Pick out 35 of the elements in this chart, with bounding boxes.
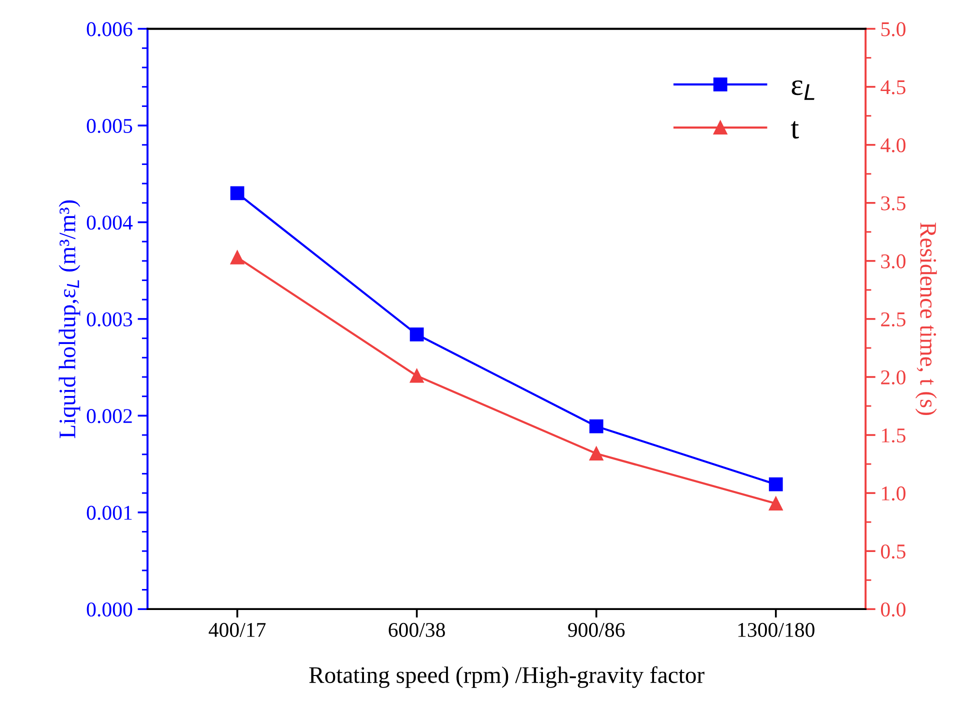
y-tick-label: 0.005: [86, 118, 132, 134]
x-tick-label: 400/17: [208, 622, 266, 637]
y2-axis-title: Residence time, t (s): [915, 222, 937, 415]
y-tick-label: 0.002: [86, 409, 132, 424]
y2-tick-label: 4.5: [880, 80, 906, 94]
y2-tick-label: 1.0: [882, 486, 906, 501]
x-tick-label: 900/86: [568, 622, 625, 637]
x-tick-label: 600/38: [388, 622, 445, 637]
y-tick-label: 0.004: [86, 216, 133, 230]
point: [230, 186, 244, 200]
y-tick-label: 0.000: [86, 602, 132, 617]
point: [768, 477, 783, 492]
y-axis-title: Liquid holdup,ε$_{L}$ (m³/m³): [58, 200, 80, 438]
y2-tick-label: 2.5: [881, 312, 906, 326]
y2-tick-label: 4.0: [880, 138, 906, 152]
y2-tick-label: 0.5: [881, 544, 906, 559]
y-tick-label: 0.006: [86, 22, 132, 36]
point: [768, 496, 783, 510]
x-tick-label: 1300/180: [738, 622, 814, 637]
point: [230, 250, 244, 264]
point: [589, 419, 604, 434]
y2-tick-label: 0.0: [881, 602, 906, 617]
y2-tick-label: 1.5: [882, 428, 906, 443]
y-tick-label: 0.001: [86, 506, 132, 520]
legend-label: ε$_{L}$: [792, 80, 814, 100]
point: [410, 327, 424, 342]
point: [589, 446, 604, 461]
y2-tick-label: 3.0: [881, 254, 906, 268]
y2-tick-label: 2.0: [881, 370, 906, 385]
point: [410, 368, 424, 383]
legend-label: t: [790, 121, 799, 139]
x-axis-title: Rotating speed (rpm) /High-gravity factor: [309, 666, 704, 688]
y2-tick-label: 3.5: [881, 196, 906, 210]
y-tick-label: 0.003: [86, 312, 132, 326]
y2-tick-label: 5.0: [881, 22, 906, 36]
